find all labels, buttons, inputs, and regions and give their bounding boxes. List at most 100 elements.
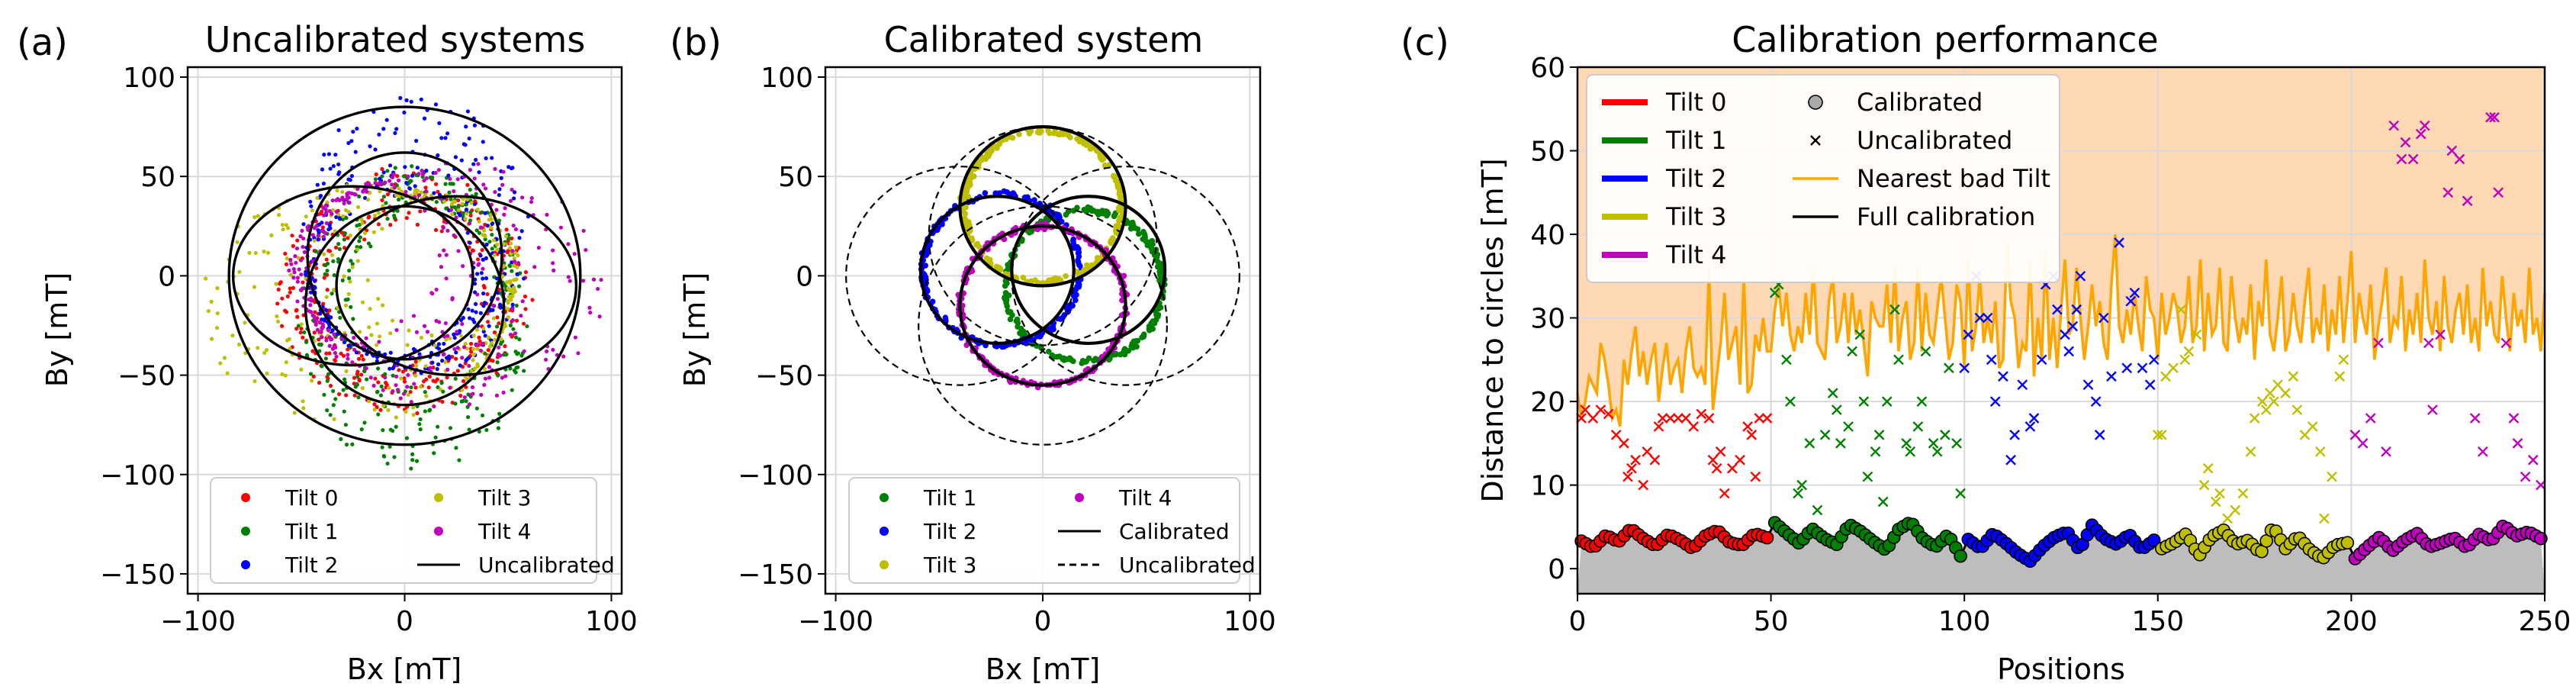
legend-marker xyxy=(241,493,250,502)
scatter-point xyxy=(497,321,501,326)
scatter-point xyxy=(481,182,486,187)
scatter-point xyxy=(346,356,350,361)
scatter-point xyxy=(336,172,341,176)
scatter-point xyxy=(347,268,352,273)
uncalibrated-point xyxy=(2508,413,2520,424)
scatter-point xyxy=(396,388,400,392)
scatter-point xyxy=(459,158,464,163)
scatter-point xyxy=(468,188,472,192)
scatter-point xyxy=(320,228,324,233)
legend-label: Calibrated xyxy=(1119,519,1230,544)
scatter-point xyxy=(368,144,372,149)
uncalibrated-point xyxy=(1742,421,1754,432)
scatter-point xyxy=(354,350,359,355)
scatter-point xyxy=(302,330,307,335)
uncalibrated-point xyxy=(2211,496,2221,508)
scatter-point xyxy=(332,417,336,421)
scatter-point xyxy=(479,392,484,397)
scatter-point xyxy=(481,284,486,288)
uncalibrated-point xyxy=(2373,337,2384,349)
scatter-point xyxy=(495,297,500,301)
scatter-point xyxy=(413,359,418,364)
scatter-point xyxy=(291,243,295,248)
scatter-point xyxy=(342,237,346,242)
scatter-point xyxy=(314,321,318,326)
scatter-point xyxy=(494,242,500,246)
uncalibrated-point xyxy=(1998,371,2008,382)
scatter-point xyxy=(422,116,427,121)
scatter-point xyxy=(494,393,500,398)
scatter-point xyxy=(343,231,347,236)
uncalibrated-point xyxy=(2299,430,2311,440)
scatter-point xyxy=(520,299,525,304)
scatter-point xyxy=(366,181,371,185)
scatter-point xyxy=(376,297,381,301)
scatter-point xyxy=(1112,173,1118,180)
scatter-point xyxy=(1060,131,1066,137)
scatter-point xyxy=(330,253,335,257)
scatter-point xyxy=(340,189,345,195)
scatter-point xyxy=(322,153,326,157)
scatter-point xyxy=(924,247,931,254)
scatter-point xyxy=(506,315,510,320)
uncalibrated-point xyxy=(2071,304,2082,315)
scatter-point xyxy=(399,376,404,381)
scatter-point xyxy=(1015,324,1021,330)
scatter-point xyxy=(510,307,515,311)
scatter-point xyxy=(328,383,333,388)
scatter-point xyxy=(330,198,335,203)
scatter-point xyxy=(924,286,931,293)
legend-label: Nearest bad Tilt xyxy=(1857,164,2050,193)
scatter-point xyxy=(445,367,450,372)
scatter-point xyxy=(373,376,378,381)
scatter-point xyxy=(341,353,346,358)
scatter-point xyxy=(321,234,326,239)
legend-label: Tilt 3 xyxy=(478,485,532,511)
uncalibrated-series-tilt-1 xyxy=(1769,279,1966,541)
scatter-point xyxy=(414,459,420,463)
scatter-point xyxy=(431,366,436,370)
calibrated-circle xyxy=(958,224,1127,387)
scatter-point xyxy=(474,342,479,347)
scatter-point xyxy=(412,382,416,386)
uncalibrated-point xyxy=(1603,408,1614,420)
scatter-point xyxy=(417,422,422,427)
scatter-point xyxy=(513,335,519,340)
scatter-point xyxy=(448,426,453,430)
scatter-point xyxy=(325,200,330,205)
scatter-point xyxy=(378,182,384,187)
scatter-point xyxy=(455,346,460,350)
uncalibrated-point xyxy=(2090,396,2102,407)
scatter-point xyxy=(1068,356,1075,363)
scatter-point xyxy=(490,246,494,251)
uncalibrated-point xyxy=(1673,413,1684,424)
scatter-point xyxy=(314,224,319,229)
scatter-point xyxy=(504,227,509,232)
scatter-point xyxy=(521,321,526,326)
scatter-point xyxy=(492,253,497,257)
uncalibrated-point xyxy=(1769,287,1780,298)
scatter-point xyxy=(324,351,329,356)
scatter-point xyxy=(344,443,349,447)
scatter-point xyxy=(443,359,448,365)
scatter-point xyxy=(498,305,503,310)
scatter-point xyxy=(441,352,446,357)
uncalibrated-point xyxy=(2183,346,2195,357)
scatter-point xyxy=(514,318,519,323)
uncalibrated-point xyxy=(2327,471,2337,482)
scatter-point xyxy=(411,412,416,417)
scatter-point xyxy=(334,214,339,220)
scatter-point xyxy=(342,201,346,206)
scatter-point xyxy=(465,230,470,235)
scatter-point xyxy=(384,380,388,385)
y-tick-label: 40 xyxy=(1530,220,1565,251)
legend-label: Tilt 4 xyxy=(478,519,532,544)
scatter-point xyxy=(341,214,346,218)
uncalibrated-point xyxy=(2256,396,2268,407)
scatter-point xyxy=(467,363,471,369)
scatter-point xyxy=(336,242,341,246)
scatter-point xyxy=(580,279,586,283)
scatter-point xyxy=(497,187,502,192)
scatter-point xyxy=(230,334,235,338)
scatter-point xyxy=(551,347,555,353)
